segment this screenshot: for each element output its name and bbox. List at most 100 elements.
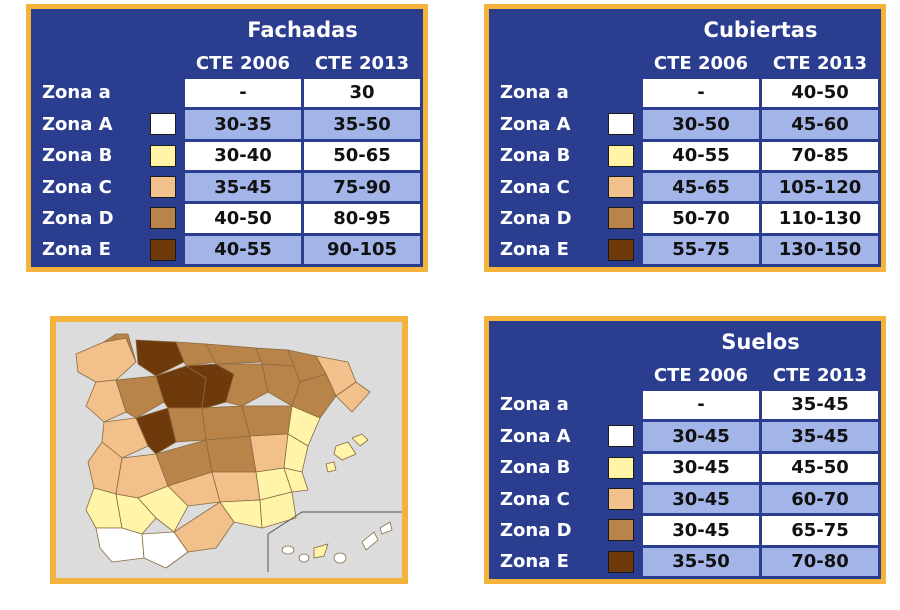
value-2006: - (185, 78, 301, 108)
table-title: Suelos (643, 324, 878, 361)
table-row: Zona a - 30 (34, 78, 420, 108)
zone-label: Zona a (492, 78, 640, 108)
value-2006: 50-70 (643, 204, 759, 233)
value-2013: 60-70 (762, 484, 878, 514)
table-row: Zona D 40-50 80-95 (34, 204, 420, 233)
cubiertas-table: Cubiertas CTE 2006 CTE 2013 Zona a - 40-… (484, 4, 886, 272)
zone-b-swatch (608, 144, 634, 167)
table-row: Zona C 35-45 75-90 (34, 172, 420, 202)
value-2013: 45-50 (762, 453, 878, 482)
table-title: Cubiertas (643, 12, 878, 49)
table-row: Zona E 40-55 90-105 (34, 235, 420, 264)
column-header-2013: CTE 2013 (762, 51, 878, 76)
zone-label: Zona D (500, 207, 572, 229)
value-2006: 30-45 (643, 516, 759, 545)
fachadas-table: Fachadas CTE 2006 CTE 2013 Zona a - 30 Z… (26, 4, 428, 272)
zone-a-swatch (608, 113, 634, 136)
table-row: Zona B 40-55 70-85 (492, 141, 878, 170)
zone-b-swatch (150, 144, 176, 167)
table-row: Zona D 30-45 65-75 (492, 516, 878, 545)
value-2013: 130-150 (762, 235, 878, 264)
zone-d-swatch (608, 519, 634, 542)
zone-e-swatch (608, 238, 634, 261)
zone-d-swatch (150, 207, 176, 230)
zone-label: Zona E (42, 239, 111, 261)
zone-label: Zona a (34, 78, 182, 108)
value-2013: 35-45 (762, 390, 878, 420)
column-header-2006: CTE 2006 (643, 51, 759, 76)
value-2006: 45-65 (643, 172, 759, 202)
table-row: Zona A 30-50 45-60 (492, 110, 878, 139)
zone-label: Zona E (500, 239, 569, 261)
zone-label: Zona C (500, 488, 570, 510)
value-2013: 75-90 (304, 172, 420, 202)
value-2006: 30-40 (185, 141, 301, 170)
zone-label: Zona A (500, 113, 571, 135)
value-2013: 110-130 (762, 204, 878, 233)
value-2013: 90-105 (304, 235, 420, 264)
value-2006: 30-50 (643, 110, 759, 139)
spain-map-graphic (75, 333, 402, 572)
zone-label: Zona B (42, 145, 113, 167)
table-row: Zona a - 40-50 (492, 78, 878, 108)
value-2013: 35-45 (762, 422, 878, 451)
zone-c-swatch (608, 175, 634, 198)
table-title: Fachadas (185, 12, 420, 49)
value-2013: 35-50 (304, 110, 420, 139)
zone-c-swatch (608, 487, 634, 510)
zone-label: Zona D (42, 207, 114, 229)
value-2006: 35-45 (185, 172, 301, 202)
value-2013: 80-95 (304, 204, 420, 233)
table-row: Zona B 30-45 45-50 (492, 453, 878, 482)
table-row: Zona A 30-35 35-50 (34, 110, 420, 139)
zone-label: Zona A (42, 113, 113, 135)
value-2006: 30-45 (643, 484, 759, 514)
zone-c-swatch (150, 175, 176, 198)
value-2013: 45-60 (762, 110, 878, 139)
column-header-2013: CTE 2013 (762, 363, 878, 388)
zone-b-swatch (608, 456, 634, 479)
value-2013: 40-50 (762, 78, 878, 108)
zone-label: Zona A (500, 425, 571, 447)
column-header-2006: CTE 2006 (185, 51, 301, 76)
climate-zone-map (50, 316, 408, 584)
column-header-2006: CTE 2006 (643, 363, 759, 388)
zone-e-swatch (608, 550, 634, 573)
value-2006: - (643, 78, 759, 108)
value-2006: 55-75 (643, 235, 759, 264)
zone-label: Zona B (500, 145, 571, 167)
value-2006: 40-55 (185, 235, 301, 264)
value-2006: 30-45 (643, 453, 759, 482)
zone-label: Zona C (500, 176, 570, 198)
value-2013: 30 (304, 78, 420, 108)
table-row: Zona C 30-45 60-70 (492, 484, 878, 514)
value-2006: 40-50 (185, 204, 301, 233)
table-row: Zona C 45-65 105-120 (492, 172, 878, 202)
value-2013: 65-75 (762, 516, 878, 545)
zone-label: Zona B (500, 457, 571, 479)
table-row: Zona E 55-75 130-150 (492, 235, 878, 264)
value-2006: 35-50 (643, 547, 759, 576)
value-2006: 30-35 (185, 110, 301, 139)
table-row: Zona A 30-45 35-45 (492, 422, 878, 451)
value-2013: 70-80 (762, 547, 878, 576)
value-2013: 70-85 (762, 141, 878, 170)
table-row: Zona a - 35-45 (492, 390, 878, 420)
table-row: Zona B 30-40 50-65 (34, 141, 420, 170)
value-2006: 30-45 (643, 422, 759, 451)
zone-a-swatch (150, 113, 176, 136)
map-canvas (56, 322, 402, 578)
table-row: Zona D 50-70 110-130 (492, 204, 878, 233)
zone-a-swatch (608, 425, 634, 448)
value-2006: 40-55 (643, 141, 759, 170)
zone-label: Zona D (500, 519, 572, 541)
value-2006: - (643, 390, 759, 420)
value-2013: 50-65 (304, 141, 420, 170)
column-header-2013: CTE 2013 (304, 51, 420, 76)
table-row: Zona E 35-50 70-80 (492, 547, 878, 576)
zone-e-swatch (150, 238, 176, 261)
suelos-table: Suelos CTE 2006 CTE 2013 Zona a - 35-45 … (484, 316, 886, 584)
zone-d-swatch (608, 207, 634, 230)
zone-label: Zona E (500, 551, 569, 573)
value-2013: 105-120 (762, 172, 878, 202)
